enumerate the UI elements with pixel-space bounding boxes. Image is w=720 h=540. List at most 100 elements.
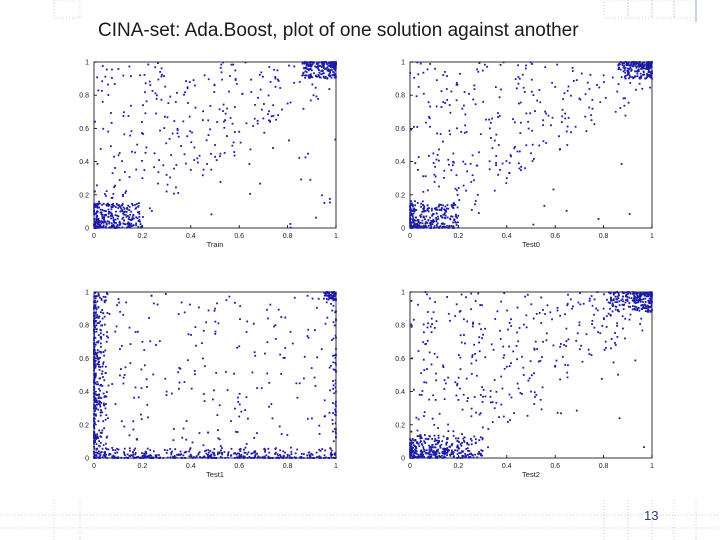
scatter-point (328, 61, 331, 64)
scatter-point (447, 158, 450, 161)
scatter-point (599, 101, 602, 104)
scatter-point (249, 192, 252, 195)
scatter-point (428, 297, 431, 300)
scatter-point (424, 224, 427, 227)
scatter-point (325, 301, 328, 304)
scatter-point (510, 396, 513, 399)
scatter-point (571, 307, 573, 310)
scatter-point (515, 87, 518, 90)
scatter-point (332, 61, 335, 63)
scatter-point (420, 440, 422, 443)
scatter-point (438, 226, 441, 228)
scatter-point (94, 304, 96, 307)
scatter-point (619, 61, 622, 63)
scatter-point (629, 61, 632, 64)
scatter-point (318, 71, 321, 74)
scatter-point (214, 330, 217, 333)
scatter-point (456, 440, 459, 443)
scatter-point (286, 453, 289, 456)
scatter-point (268, 405, 270, 408)
scatter-point (430, 209, 433, 212)
scatter-point (267, 94, 270, 97)
scatter-point (220, 449, 222, 452)
scatter-point (228, 295, 231, 298)
scatter-point (141, 132, 143, 134)
scatter-point (540, 296, 543, 299)
scatter-point (181, 436, 184, 439)
scatter-point (100, 336, 103, 338)
scatter-point (609, 302, 611, 304)
scatter-point (246, 453, 249, 456)
scatter-point (328, 411, 331, 414)
scatter-point (194, 84, 196, 87)
scatter-point (122, 193, 124, 196)
scatter-point (420, 451, 423, 454)
scatter-point (628, 74, 631, 77)
scatter-point (412, 212, 415, 215)
scatter-point (274, 77, 277, 80)
scatter-point (93, 368, 95, 371)
scatter-point (94, 337, 97, 339)
scatter-point (415, 226, 418, 228)
scatter-point (262, 117, 265, 120)
scatter-point (176, 91, 178, 94)
scatter-point (267, 317, 269, 320)
scatter-point (165, 394, 168, 397)
scatter-point (231, 144, 234, 147)
scatter-point (422, 446, 425, 448)
scatter-point (446, 224, 449, 227)
scatter-point (460, 341, 463, 344)
scatter-point (94, 392, 97, 395)
scatter-point (569, 298, 572, 301)
scatter-point (481, 437, 484, 439)
scatter-point (442, 435, 445, 438)
scatter-point (475, 441, 477, 444)
scatter-point (638, 61, 641, 64)
scatter-point (118, 152, 121, 154)
scatter-point (194, 326, 197, 328)
scatter-point (570, 94, 572, 97)
scatter-point (649, 66, 652, 69)
scatter-point (637, 300, 640, 303)
scatter-point (108, 222, 111, 225)
scatter-point (497, 112, 499, 115)
scatter-point (441, 440, 444, 443)
scatter-point (335, 348, 337, 350)
scatter-point (306, 335, 309, 337)
scatter-point (160, 67, 163, 70)
scatter-point (202, 168, 205, 171)
scatter-point (329, 61, 332, 64)
scatter-point (220, 63, 223, 66)
scatter-point (478, 322, 481, 325)
scatter-point (263, 131, 266, 134)
x-tick-label: 0 (408, 233, 412, 240)
scatter-point (315, 95, 318, 98)
scatter-point (472, 98, 475, 101)
scatter-point (121, 204, 124, 207)
scatter-point (128, 205, 131, 208)
scatter-point (186, 87, 189, 90)
scatter-point (617, 309, 619, 312)
scatter-point (286, 102, 289, 105)
scatter-point (100, 226, 102, 228)
scatter-point (126, 222, 129, 225)
scatter-point (227, 453, 230, 455)
scatter-point (441, 225, 444, 228)
scatter-point (456, 83, 459, 86)
scatter-point (188, 81, 191, 83)
scatter-point (218, 452, 221, 455)
scatter-point (93, 376, 96, 379)
scatter-point (470, 372, 473, 375)
scatter-point (302, 72, 305, 75)
scatter-point (529, 360, 532, 363)
scatter-point (106, 204, 108, 207)
scatter-point (132, 224, 135, 227)
scatter-point (217, 437, 220, 440)
scatter-point (516, 382, 519, 385)
scatter-point (508, 172, 511, 175)
scatter-point (239, 141, 242, 144)
scatter-point (218, 451, 221, 454)
scatter-point (422, 92, 425, 95)
scatter-point (429, 227, 432, 229)
